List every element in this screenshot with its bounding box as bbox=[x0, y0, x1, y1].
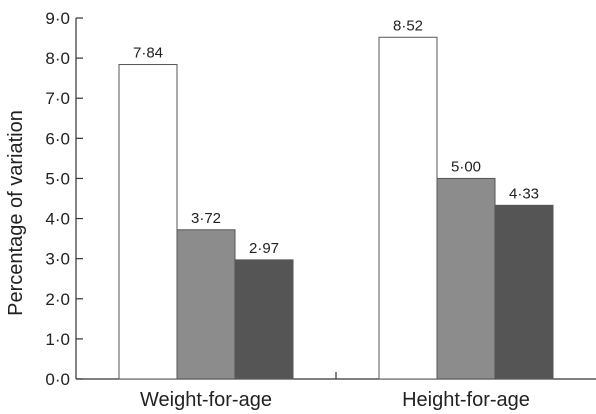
y-tick-label: 4·0 bbox=[45, 210, 70, 229]
bar bbox=[436, 177, 496, 380]
bar bbox=[378, 36, 438, 380]
data-label: 8·52 bbox=[393, 17, 423, 34]
bar bbox=[118, 64, 178, 380]
y-tick-label: 5·0 bbox=[45, 169, 70, 188]
x-category-label: Weight-for-age bbox=[140, 389, 272, 411]
y-tick-label: 3·0 bbox=[45, 250, 70, 269]
data-label: 2·97 bbox=[249, 240, 279, 257]
y-tick-label: 9·0 bbox=[45, 9, 70, 28]
y-tick-label: 1·0 bbox=[45, 330, 70, 349]
bar bbox=[494, 204, 554, 380]
y-tick-label: 7·0 bbox=[45, 89, 70, 108]
y-tick-label: 8·0 bbox=[45, 49, 70, 68]
y-tick-label: 2·0 bbox=[45, 290, 70, 309]
x-category-label: Height-for-age bbox=[402, 389, 530, 411]
bars bbox=[118, 36, 554, 380]
labels: 7·84 3·72 2·97 Weight-for-age 8·52 5·00 4·33 He… bbox=[133, 17, 539, 411]
data-label: 4·33 bbox=[509, 185, 539, 202]
y-tick-label: 6·0 bbox=[45, 129, 70, 148]
bar bbox=[176, 229, 236, 380]
bar bbox=[234, 259, 294, 380]
data-label: 3·72 bbox=[191, 210, 221, 227]
data-label: 5·00 bbox=[451, 158, 481, 175]
data-label: 7·84 bbox=[133, 45, 163, 62]
y-tick-label: 0·0 bbox=[45, 370, 70, 389]
y-axis-title: Percentage of variation bbox=[5, 110, 27, 316]
